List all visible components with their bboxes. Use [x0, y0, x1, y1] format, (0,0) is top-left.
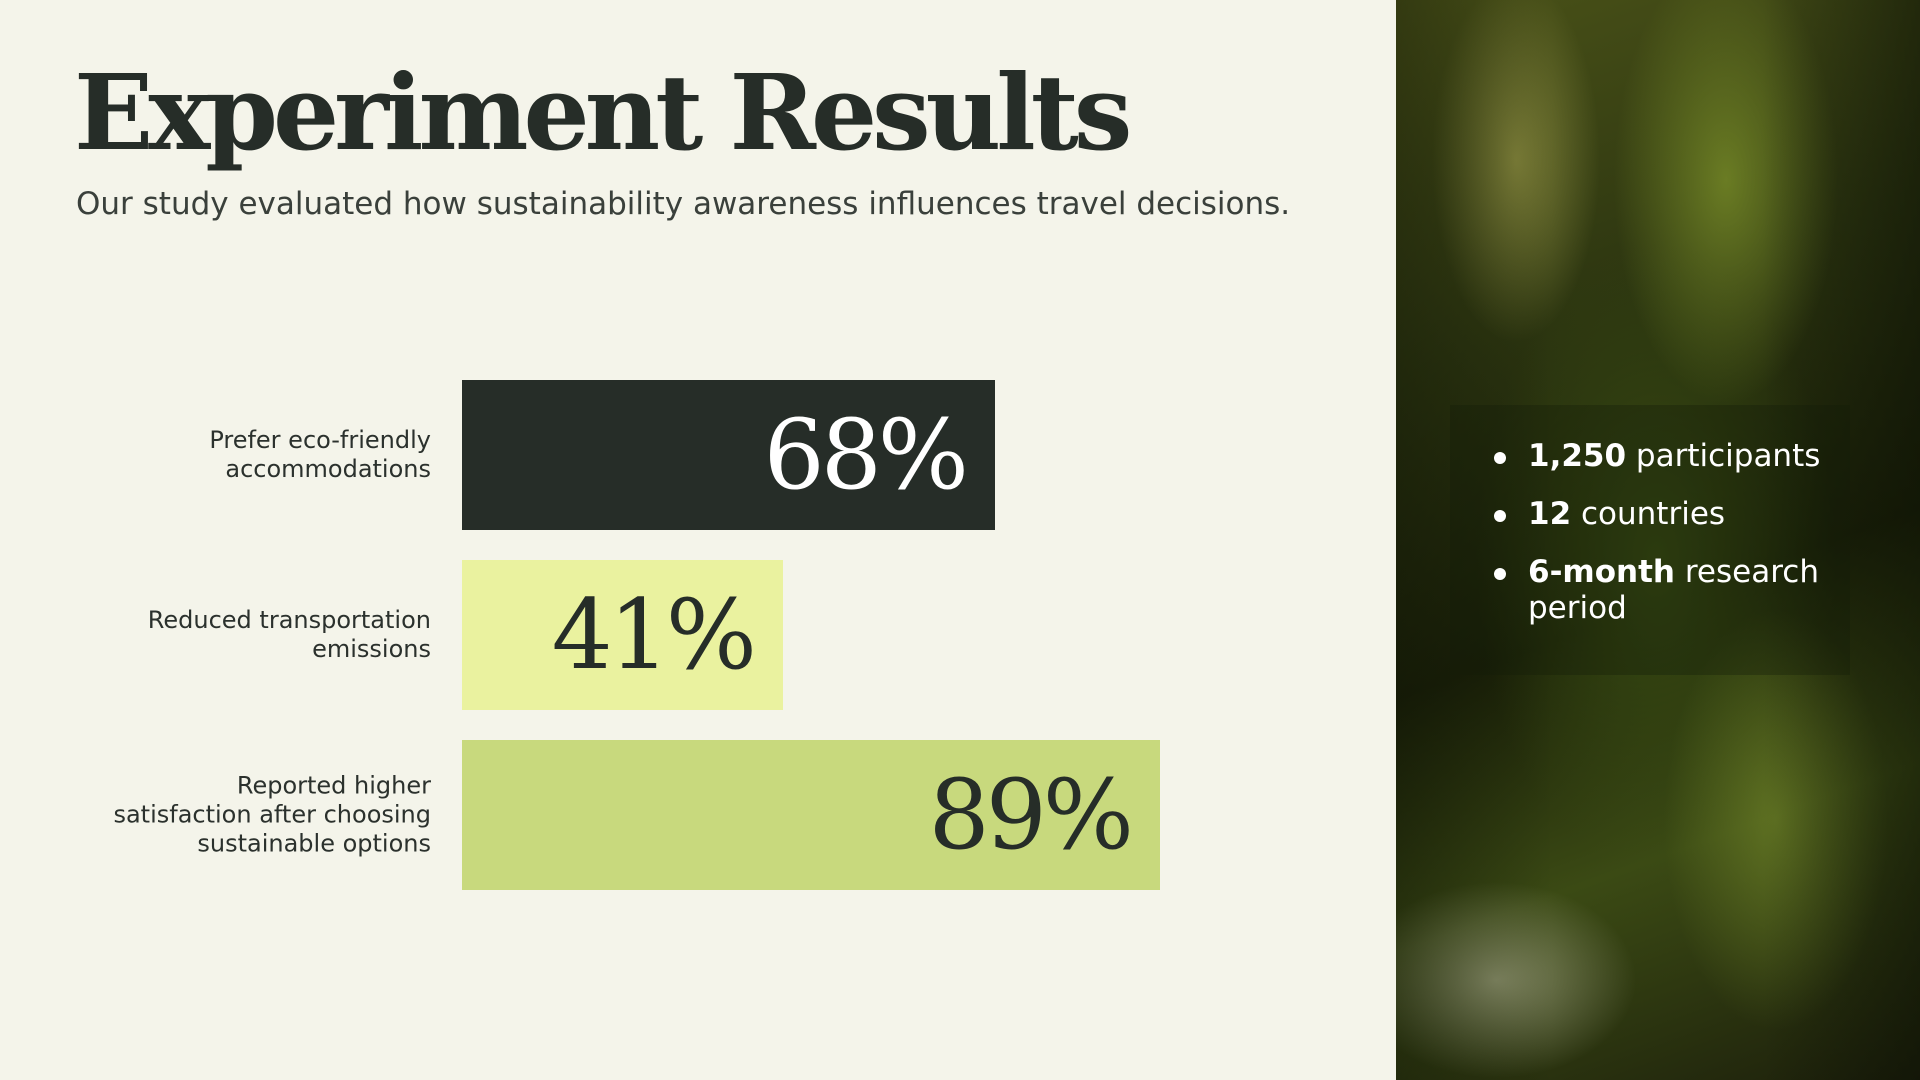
stat-item-countries: 12 countries [1490, 496, 1850, 532]
stats-panel [1450, 405, 1850, 675]
bar-category-label: Reduced transportation emissions [147, 606, 431, 663]
stat-item-period: 6-month research period [1490, 554, 1850, 626]
stat-item-participants: 1,250 participants [1490, 438, 1850, 474]
stat-text: countries [1571, 496, 1726, 532]
bullet-icon [1494, 568, 1506, 580]
bar-row: Reduced transportation emissions 41% [0, 560, 1396, 710]
stat-text: research period [1528, 554, 1819, 626]
stat-value: 6-month [1528, 554, 1675, 590]
stat-value: 1,250 [1528, 438, 1627, 474]
bar-value-label: 89% [928, 759, 1134, 871]
bar: 68% [462, 380, 995, 530]
bar-category-label: Prefer eco-friendly accommodations [209, 426, 431, 483]
bullet-icon [1494, 510, 1506, 522]
page-subtitle: Our study evaluated how sustainability a… [76, 186, 1291, 222]
bar-category-label: Reported higher satisfaction after choos… [113, 771, 431, 858]
bar-row: Reported higher satisfaction after choos… [0, 740, 1396, 890]
bar: 41% [462, 560, 783, 710]
stat-value: 12 [1528, 496, 1572, 532]
bullet-icon [1494, 452, 1506, 464]
stat-text: participants [1626, 438, 1821, 474]
bar-row: Prefer eco-friendly accommodations 68% [0, 380, 1396, 530]
page-title: Experiment Results [74, 51, 1132, 174]
bar-value-label: 68% [763, 399, 969, 511]
stats-list: 1,250 participants 12 countries 6-month … [1490, 438, 1850, 648]
bar-chart: Prefer eco-friendly accommodations 68% Red… [0, 380, 1396, 940]
bar-value-label: 41% [551, 579, 757, 691]
bar: 89% [462, 740, 1160, 890]
foliage-photo [1396, 0, 1920, 1080]
